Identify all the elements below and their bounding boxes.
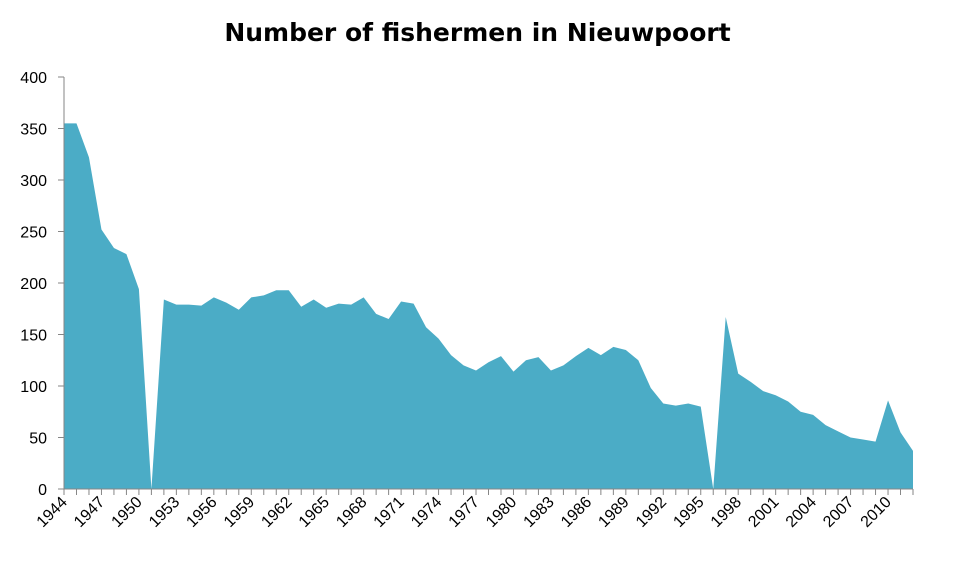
y-tick-label-0: 0 bbox=[38, 482, 47, 499]
x-tick-label-1950: 1950 bbox=[109, 494, 146, 531]
x-tick-label-1974: 1974 bbox=[408, 494, 445, 531]
y-tick-label-400: 400 bbox=[20, 70, 47, 87]
x-tick-label-1971: 1971 bbox=[371, 494, 408, 531]
x-tick-label-1965: 1965 bbox=[296, 494, 333, 531]
y-tick-label-150: 150 bbox=[20, 328, 47, 345]
x-tick-label-1977: 1977 bbox=[446, 494, 483, 531]
area-series bbox=[64, 123, 913, 489]
y-tick-label-200: 200 bbox=[20, 276, 47, 293]
chart-title: Number of fishermen in Nieuwpoort bbox=[224, 18, 731, 47]
x-tick-label-2001: 2001 bbox=[745, 494, 782, 531]
x-tick-label-1953: 1953 bbox=[146, 494, 183, 531]
x-tick-label-2010: 2010 bbox=[858, 494, 895, 531]
x-tick-label-1986: 1986 bbox=[558, 494, 595, 531]
x-tick-label-1962: 1962 bbox=[258, 494, 295, 531]
x-tick-label-1980: 1980 bbox=[483, 494, 520, 531]
x-tick-label-1989: 1989 bbox=[595, 494, 632, 531]
y-tick-label-350: 350 bbox=[20, 122, 47, 139]
y-tick-label-100: 100 bbox=[20, 379, 47, 396]
y-tick-label-250: 250 bbox=[20, 225, 47, 242]
x-tick-label-1947: 1947 bbox=[71, 494, 108, 531]
x-tick-label-1968: 1968 bbox=[333, 494, 370, 531]
y-tick-label-50: 50 bbox=[29, 431, 47, 448]
x-tick-label-1959: 1959 bbox=[221, 494, 258, 531]
y-tick-label-300: 300 bbox=[20, 173, 47, 190]
x-tick-label-1944: 1944 bbox=[34, 494, 71, 531]
x-tick-label-2004: 2004 bbox=[783, 494, 820, 531]
x-tick-label-1995: 1995 bbox=[670, 494, 707, 531]
x-tick-label-1992: 1992 bbox=[633, 494, 670, 531]
x-tick-label-1956: 1956 bbox=[183, 494, 220, 531]
x-tick-label-1998: 1998 bbox=[708, 494, 745, 531]
x-tick-label-1983: 1983 bbox=[521, 494, 558, 531]
x-tick-label-2007: 2007 bbox=[820, 494, 857, 531]
